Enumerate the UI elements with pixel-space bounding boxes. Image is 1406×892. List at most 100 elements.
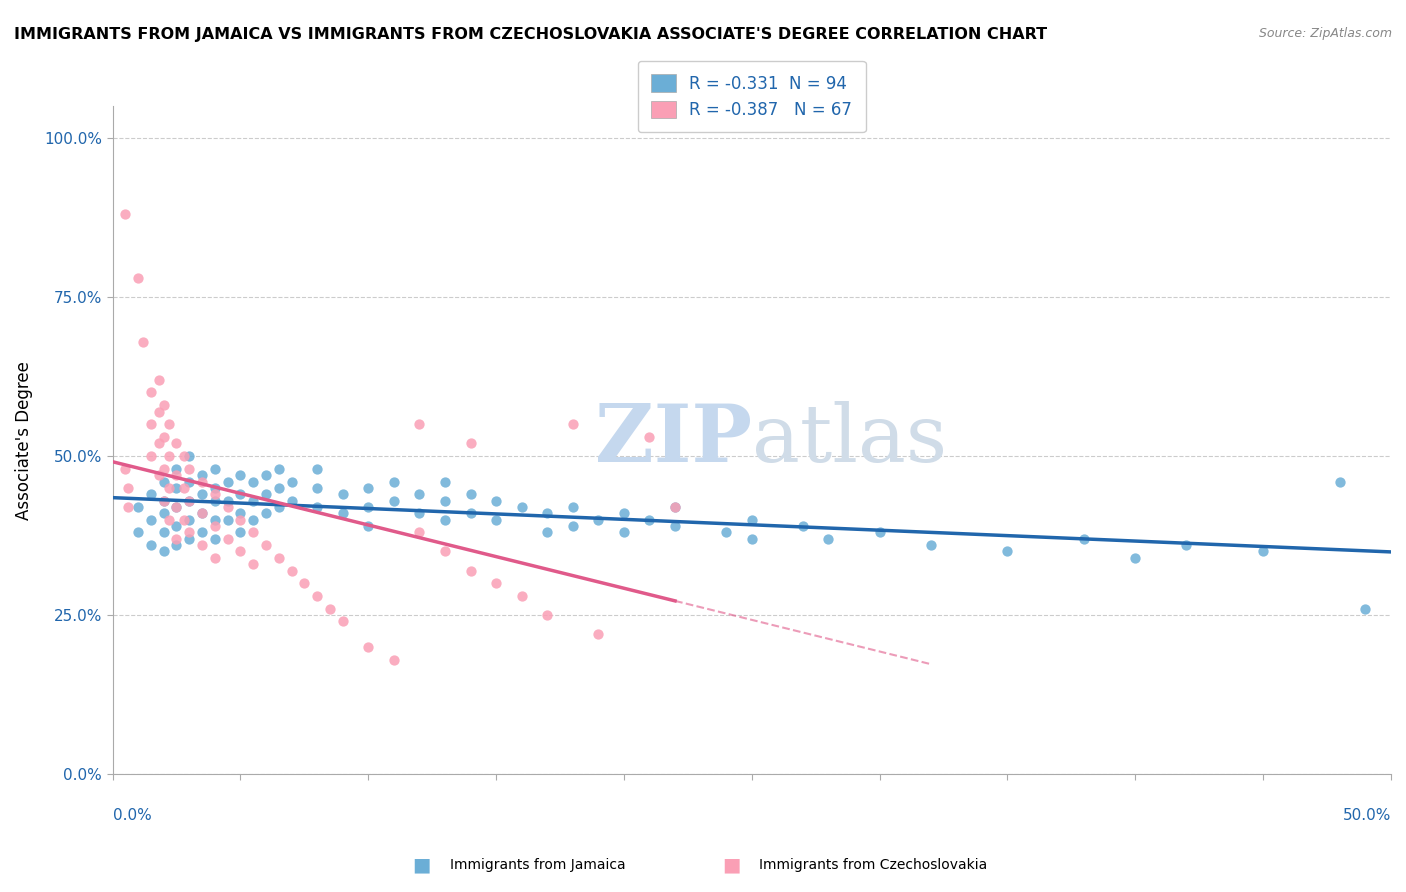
Text: ■: ■ xyxy=(412,855,432,875)
Point xyxy=(139,513,162,527)
Point xyxy=(152,493,174,508)
Point xyxy=(267,462,290,476)
Point xyxy=(433,475,456,489)
Point xyxy=(114,207,136,221)
Point xyxy=(267,481,290,495)
Point xyxy=(1251,544,1274,558)
Point xyxy=(357,519,380,533)
Point xyxy=(204,481,226,495)
Point xyxy=(179,462,201,476)
Point xyxy=(242,525,264,540)
Point xyxy=(332,487,354,501)
Point xyxy=(191,525,214,540)
Point xyxy=(152,506,174,520)
Point xyxy=(165,462,187,476)
Point xyxy=(165,481,187,495)
Point xyxy=(242,475,264,489)
Legend: R = -0.331  N = 94, R = -0.387   N = 67: R = -0.331 N = 94, R = -0.387 N = 67 xyxy=(638,62,866,132)
Point xyxy=(536,525,558,540)
Point xyxy=(139,417,162,432)
Point xyxy=(217,500,239,514)
Text: Source: ZipAtlas.com: Source: ZipAtlas.com xyxy=(1258,27,1392,40)
Point xyxy=(307,481,329,495)
Point xyxy=(254,468,277,483)
Point xyxy=(127,525,149,540)
Point xyxy=(357,500,380,514)
Point xyxy=(157,513,180,527)
Point xyxy=(165,468,187,483)
Point xyxy=(408,506,430,520)
Point xyxy=(152,525,174,540)
Point xyxy=(242,513,264,527)
Point xyxy=(173,449,195,463)
Point xyxy=(148,373,170,387)
Point xyxy=(319,601,342,615)
Point xyxy=(307,589,329,603)
Point xyxy=(561,417,583,432)
Point xyxy=(139,385,162,400)
Point xyxy=(139,449,162,463)
Point xyxy=(997,544,1019,558)
Point xyxy=(267,500,290,514)
Point xyxy=(191,468,214,483)
Point xyxy=(217,493,239,508)
Point xyxy=(139,538,162,552)
Point xyxy=(165,532,187,546)
Point xyxy=(165,436,187,450)
Point xyxy=(664,519,686,533)
Point xyxy=(561,519,583,533)
Point xyxy=(357,481,380,495)
Point xyxy=(179,532,201,546)
Point xyxy=(1073,532,1095,546)
Point xyxy=(382,493,405,508)
Point xyxy=(638,430,661,444)
Point xyxy=(280,564,302,578)
Point xyxy=(485,576,508,591)
Point xyxy=(229,525,252,540)
Text: ZIP: ZIP xyxy=(595,401,752,479)
Point xyxy=(152,462,174,476)
Text: Immigrants from Czechoslovakia: Immigrants from Czechoslovakia xyxy=(759,858,987,872)
Point xyxy=(148,436,170,450)
Point xyxy=(460,506,482,520)
Point xyxy=(510,589,533,603)
Point xyxy=(217,513,239,527)
Point xyxy=(741,513,763,527)
Point xyxy=(332,615,354,629)
Point xyxy=(152,475,174,489)
Point xyxy=(433,544,456,558)
Point xyxy=(613,506,636,520)
Point xyxy=(792,519,814,533)
Point xyxy=(152,493,174,508)
Text: atlas: atlas xyxy=(752,401,946,479)
Point xyxy=(148,468,170,483)
Point xyxy=(588,627,610,641)
Point xyxy=(408,525,430,540)
Point xyxy=(292,576,315,591)
Point xyxy=(664,500,686,514)
Point xyxy=(204,462,226,476)
Point xyxy=(485,493,508,508)
Point xyxy=(510,500,533,514)
Point xyxy=(179,475,201,489)
Point xyxy=(714,525,737,540)
Point xyxy=(267,550,290,565)
Point xyxy=(869,525,891,540)
Point xyxy=(229,506,252,520)
Point xyxy=(127,500,149,514)
Point xyxy=(280,475,302,489)
Text: 50.0%: 50.0% xyxy=(1343,807,1391,822)
Point xyxy=(165,519,187,533)
Point xyxy=(254,487,277,501)
Point xyxy=(408,487,430,501)
Point xyxy=(229,544,252,558)
Point xyxy=(139,487,162,501)
Point xyxy=(817,532,839,546)
Point xyxy=(357,640,380,654)
Point xyxy=(307,462,329,476)
Point xyxy=(157,417,180,432)
Text: Immigrants from Jamaica: Immigrants from Jamaica xyxy=(450,858,626,872)
Point xyxy=(217,475,239,489)
Point xyxy=(204,519,226,533)
Point xyxy=(664,500,686,514)
